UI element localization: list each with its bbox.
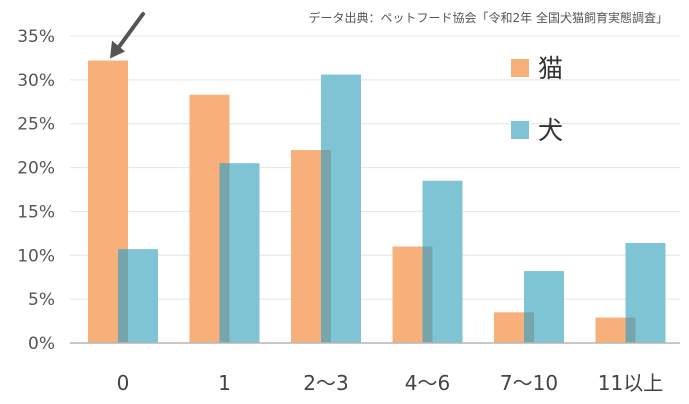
- arrow-head: [110, 40, 125, 59]
- y-axis: 0% 5% 10% 15% 20% 25% 30% 35%: [17, 27, 55, 354]
- bar-overlap-1: [219, 163, 230, 343]
- y-tick-label: 5%: [28, 290, 55, 310]
- x-tick-label: 2〜3: [303, 371, 348, 395]
- x-tick-label: 1: [218, 371, 231, 395]
- y-tick-label: 35%: [17, 27, 55, 47]
- legend-label: 犬: [538, 116, 563, 145]
- legend-label: 猫: [538, 54, 563, 83]
- y-tick-label: 25%: [17, 115, 55, 135]
- bar-overlap-3: [422, 246, 433, 343]
- arrow-shaft: [115, 12, 145, 52]
- bar-overlap-4: [524, 312, 534, 343]
- source-note: データ出典：ペットフード協会「令和2年 全国犬猫飼育実態調査」: [309, 10, 668, 25]
- y-tick-label: 0%: [28, 334, 55, 354]
- bars: [88, 60, 666, 344]
- x-axis: 0 1 2〜3 4〜6 7〜10 11以上: [117, 371, 664, 395]
- x-tick-label: 4〜6: [405, 371, 450, 395]
- y-tick-label: 10%: [17, 246, 55, 266]
- bar-overlap-5: [625, 317, 636, 343]
- legend: 猫犬: [511, 54, 563, 145]
- y-tick-label: 20%: [17, 159, 55, 179]
- y-tick-label: 15%: [17, 202, 55, 222]
- grid-lines: [70, 35, 680, 300]
- x-tick-label: 0: [117, 371, 130, 395]
- legend-swatch: [511, 59, 529, 77]
- x-tick-label: 7〜10: [500, 371, 558, 395]
- legend-swatch: [511, 121, 529, 139]
- x-tick-label: 11以上: [598, 371, 663, 395]
- bar-overlap-2: [321, 150, 331, 343]
- bar-overlap-0: [118, 249, 128, 343]
- y-tick-label: 30%: [17, 71, 55, 91]
- annotation-arrow: [110, 12, 145, 59]
